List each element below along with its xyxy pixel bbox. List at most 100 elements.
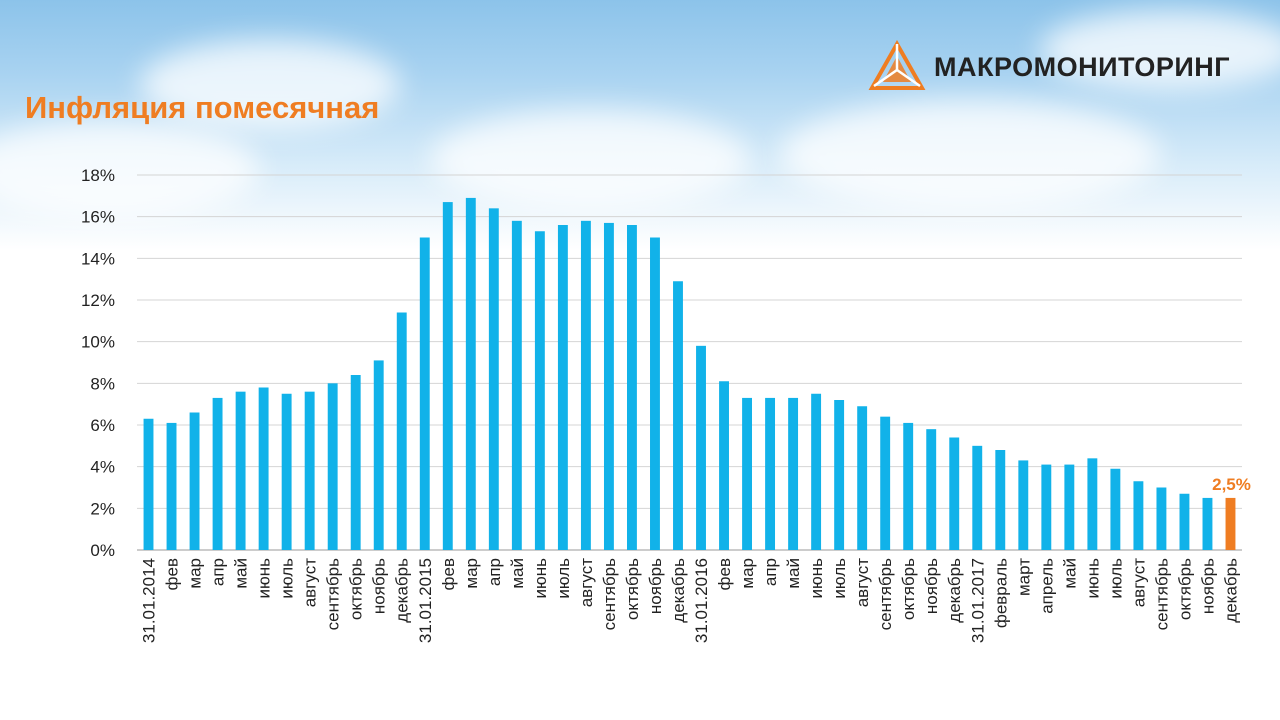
bar [1202,497,1213,550]
bar [327,383,338,550]
x-tick-label: май [232,558,251,589]
cloud [780,100,1160,210]
bar [534,231,545,550]
bar [304,391,315,550]
x-tick-label: март [1014,558,1033,596]
bar [373,360,384,550]
x-tick-label: июль [278,558,297,599]
bar [350,375,361,550]
bar [903,422,914,550]
bar [511,220,522,551]
bar [1087,458,1098,550]
bar [788,397,799,550]
y-tick-label: 10% [81,333,115,352]
x-tick-label: апр [485,558,504,586]
x-tick-label: 31.01.2014 [140,558,159,643]
bar [1041,464,1052,550]
bar [949,437,960,550]
bar [811,393,822,550]
x-tick-label: апрель [1037,558,1056,614]
sky-background [0,0,1280,250]
x-tick-label: сентябрь [600,558,619,631]
logo: МАКРОМОНИТОРИНГ [868,40,1248,96]
bar [880,416,891,550]
bar [1133,481,1144,550]
x-axis-ticks: 31.01.2014 фев мар апр май июнь июль август сент… [140,558,1241,643]
bar [258,387,269,550]
x-tick-label: февраль [991,558,1010,628]
x-tick-label: мар [462,558,481,589]
bar [719,381,729,550]
x-tick-label: фев [715,558,734,590]
x-tick-label: август [301,558,320,607]
y-tick-label: 6% [90,416,115,435]
x-tick-label: мар [186,558,205,589]
x-tick-label: август [853,558,872,607]
bar [603,222,614,550]
bar [857,406,868,550]
x-tick-label: мар [738,558,757,589]
bar [419,237,430,550]
x-tick-label: декабрь [1221,558,1240,623]
x-tick-label: ноябрь [1198,558,1217,614]
y-tick-label: 8% [90,374,115,393]
data-label: 2,5% [1212,475,1251,494]
bar [166,422,177,550]
data-labels: 2,5% [1212,475,1251,494]
x-tick-label: фев [439,558,458,590]
grid-lines [137,174,1242,551]
x-tick-label: 31.01.2016 [692,558,711,643]
bar [972,445,983,550]
x-tick-label: апр [209,558,228,586]
x-tick-label: июль [830,558,849,599]
x-tick-label: 31.01.2017 [968,558,987,643]
bar [1225,497,1236,550]
x-tick-label: июль [554,558,573,599]
cloud [140,40,400,130]
bar [488,208,499,551]
x-tick-label: ноябрь [646,558,665,614]
bar [1179,493,1190,550]
x-tick-label: 31.01.2015 [416,558,435,643]
bar [557,225,568,550]
x-tick-label: декабрь [945,558,964,623]
x-tick-label: май [508,558,527,589]
x-tick-label: июнь [1083,558,1102,599]
bar [765,397,776,550]
x-tick-label: апр [761,558,780,586]
y-tick-label: 14% [81,249,115,268]
x-tick-label: октябрь [623,558,642,620]
x-tick-label: октябрь [899,558,918,620]
x-tick-label: фев [163,558,182,590]
x-tick-label: октябрь [347,558,366,620]
y-tick-label: 12% [81,291,115,310]
y-tick-label: 2% [90,499,115,518]
y-tick-label: 18% [81,166,115,185]
x-tick-label: июль [1106,558,1125,599]
logo-triangle-icon [868,40,926,90]
bar [926,429,937,550]
bar [626,225,637,550]
bar [442,202,453,551]
x-tick-label: июнь [807,558,826,599]
x-tick-label: сентябрь [1152,558,1171,631]
x-tick-label: ноябрь [922,558,941,614]
bar [834,400,845,550]
bar [696,345,706,550]
bars [143,197,1236,551]
bar [1156,487,1167,550]
x-tick-label: декабрь [393,558,412,623]
x-tick-label: октябрь [1175,558,1194,620]
x-tick-label: май [784,558,803,589]
cloud [430,110,750,210]
bar [235,391,246,550]
x-tick-label: декабрь [669,558,688,623]
x-tick-label: сентябрь [324,558,343,631]
bar [1110,468,1121,550]
bar [650,237,660,550]
bar [189,412,200,550]
x-tick-label: июнь [255,558,274,599]
bar [742,397,753,550]
y-tick-label: 4% [90,458,115,477]
bar [580,220,591,551]
